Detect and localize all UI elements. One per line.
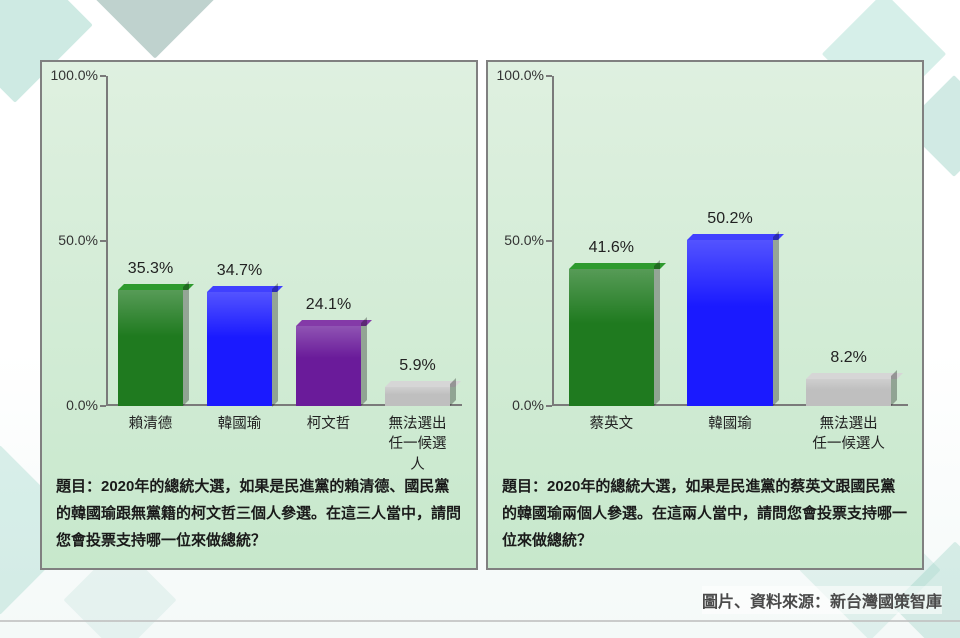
- y-tick-label: 50.0%: [492, 232, 544, 248]
- bar: 41.6%: [569, 269, 654, 406]
- left-plot: 35.3%賴清德34.7%韓國瑜24.1%柯文哲5.9%無法選出任一候選人 0.…: [106, 76, 462, 406]
- bar-top-face: [207, 286, 283, 292]
- bar-top-face: [118, 284, 194, 290]
- category-label: 無法選出任一候選人: [385, 414, 449, 475]
- bar-slot: 5.9%無法選出任一候選人: [385, 76, 449, 406]
- bg-cube: [91, 0, 218, 59]
- source-label: 圖片、資料來源：新台灣國策智庫: [702, 586, 942, 614]
- y-tick-label: 50.0%: [46, 232, 98, 248]
- bar-top-face: [806, 373, 903, 379]
- y-tick-mark: [546, 240, 552, 242]
- category-label: 韓國瑜: [687, 414, 772, 434]
- y-tick-mark: [100, 75, 106, 77]
- bar-slot: 24.1%柯文哲: [296, 76, 360, 406]
- left-chart-panel: 35.3%賴清德34.7%韓國瑜24.1%柯文哲5.9%無法選出任一候選人 0.…: [40, 60, 478, 570]
- bar-value-label: 24.1%: [286, 296, 370, 314]
- bar-value-label: 50.2%: [677, 210, 782, 228]
- left-caption: 題目：2020年的總統大選，如果是民進黨的賴清德、國民黨的韓國瑜跟無黨籍的柯文哲…: [56, 473, 462, 554]
- bar-value-label: 34.7%: [197, 262, 281, 280]
- bar: 5.9%: [385, 387, 449, 406]
- category-label: 柯文哲: [296, 414, 360, 434]
- bar-slot: 35.3%賴清德: [118, 76, 182, 406]
- y-tick-mark: [546, 405, 552, 407]
- bar: 34.7%: [207, 292, 271, 407]
- right-bars: 41.6%蔡英文 50.2%韓國瑜 8.2%無法選出任一候選人: [552, 76, 908, 406]
- bar-top-face: [296, 320, 372, 326]
- right-chart-panel: 41.6%蔡英文50.2%韓國瑜8.2%無法選出任一候選人 0.0%50.0%1…: [486, 60, 924, 570]
- bar: 8.2%: [806, 379, 891, 406]
- y-tick-label: 100.0%: [492, 67, 544, 83]
- bar: 24.1%: [296, 326, 360, 406]
- bar-value-label: 35.3%: [108, 260, 192, 278]
- bar-top-face: [385, 381, 461, 387]
- right-plot: 41.6%蔡英文50.2%韓國瑜8.2%無法選出任一候選人 0.0%50.0%1…: [552, 76, 908, 406]
- y-tick-label: 100.0%: [46, 67, 98, 83]
- stage: 35.3%賴清德34.7%韓國瑜24.1%柯文哲5.9%無法選出任一候選人 0.…: [0, 0, 960, 638]
- y-tick-mark: [546, 75, 552, 77]
- bar-top-face: [569, 263, 666, 269]
- y-tick-label: 0.0%: [46, 397, 98, 413]
- bar-slot: 8.2%無法選出任一候選人: [806, 76, 891, 406]
- right-caption: 題目：2020年的總統大選，如果是民進黨的蔡英文跟國民黨的韓國瑜兩個人參選。在這…: [502, 473, 908, 554]
- left-bars: 35.3%賴清德 34.7%韓國瑜 24.1%柯文哲 5.9%無法選出任一候選人: [106, 76, 462, 406]
- y-tick-mark: [100, 240, 106, 242]
- bar-top-face: [687, 234, 784, 240]
- category-label: 蔡英文: [569, 414, 654, 434]
- category-label: 賴清德: [118, 414, 182, 434]
- y-tick-mark: [100, 405, 106, 407]
- bar-slot: 50.2%韓國瑜: [687, 76, 772, 406]
- category-label: 韓國瑜: [207, 414, 271, 434]
- bar-slot: 41.6%蔡英文: [569, 76, 654, 406]
- bar-slot: 34.7%韓國瑜: [207, 76, 271, 406]
- category-label: 無法選出任一候選人: [806, 414, 891, 455]
- bar-value-label: 8.2%: [796, 349, 901, 367]
- bar-value-label: 5.9%: [375, 357, 459, 375]
- bar: 50.2%: [687, 240, 772, 406]
- y-tick-label: 0.0%: [492, 397, 544, 413]
- source-line: [0, 620, 960, 622]
- bar: 35.3%: [118, 290, 182, 406]
- bar-value-label: 41.6%: [559, 239, 664, 257]
